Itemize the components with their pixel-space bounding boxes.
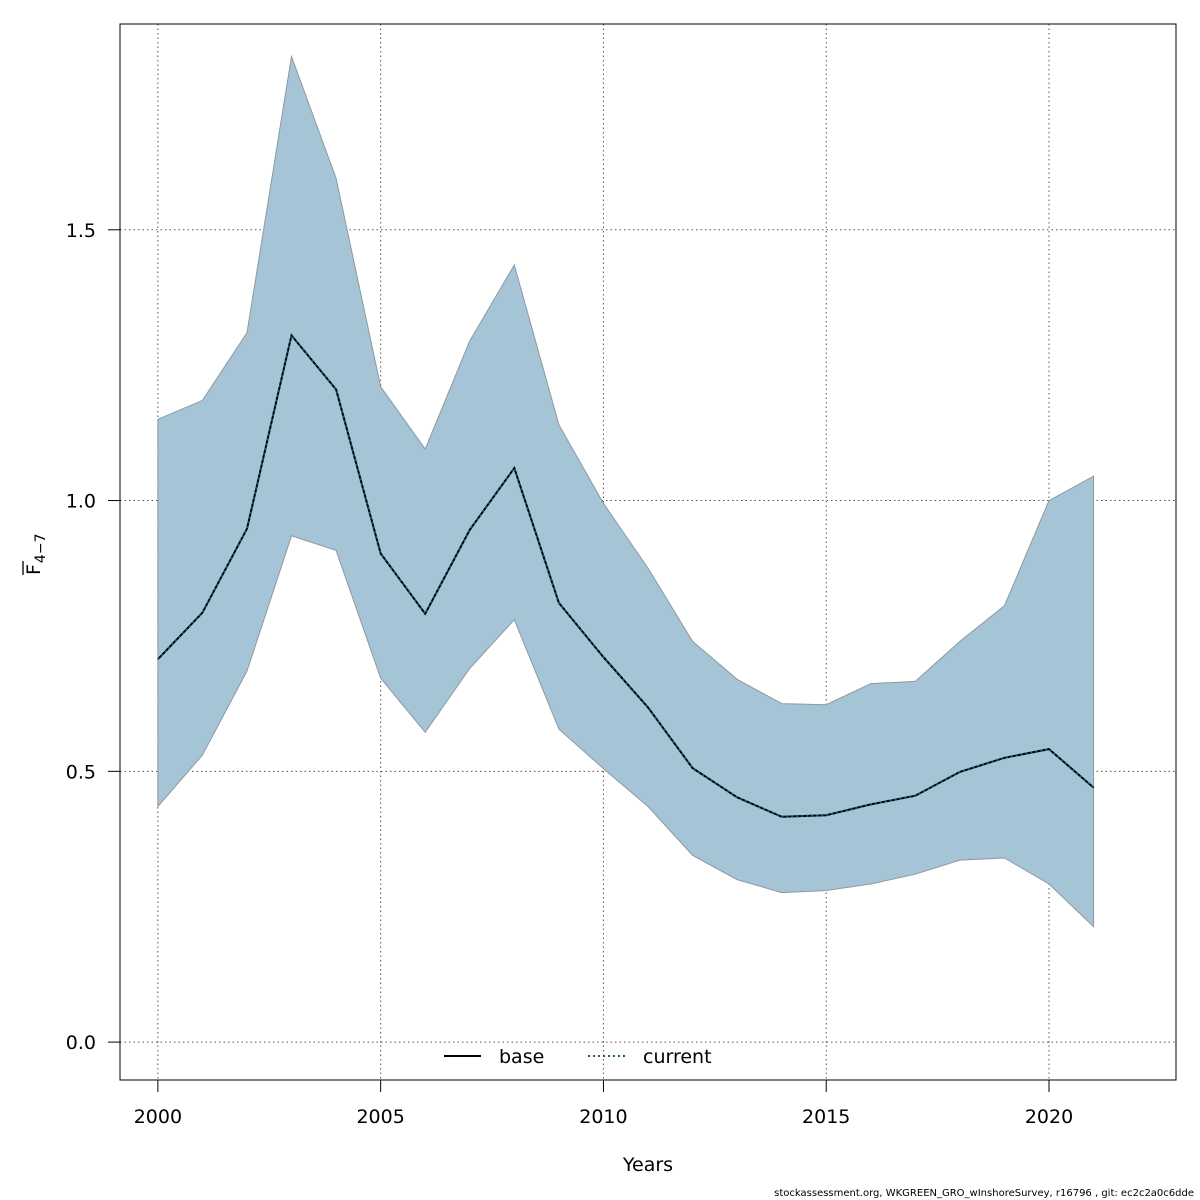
x-tick-label-2010: 2010 [579,1106,627,1128]
y-tick-label-0.0: 0.0 [66,1032,96,1054]
x-axis-label: Years [622,1154,673,1176]
x-tick-label-2015: 2015 [802,1106,850,1128]
x-tick-label-2020: 2020 [1025,1106,1073,1128]
confidence-band [157,54,1095,928]
y-axis-label-symbol: F [23,564,45,575]
y-tick-label-1.5: 1.5 [66,220,96,242]
y-tick-label-0.5: 0.5 [66,761,96,783]
legend: base current [444,1046,712,1068]
y-axis-label-subscript: 4−7 [33,534,49,564]
series-line-current [157,333,1095,818]
x-tick-label-2000: 2000 [134,1106,182,1128]
y-axis: 0.0 0.5 1.0 1.5 [66,220,121,1054]
y-axis-label: F4−7 [22,534,49,575]
footer-credit: stockassessment.org, WKGREEN_GRO_wInshor… [774,1188,1194,1199]
y-tick-label-1.0: 1.0 [66,491,96,513]
x-tick-label-2005: 2005 [356,1106,404,1128]
x-axis: 2000 2005 2010 2015 2020 [134,1079,1073,1128]
series-lines [157,333,1095,818]
legend-label-base: base [499,1046,544,1068]
legend-label-current: current [643,1046,712,1068]
y-axis-label-main: F4−7 [23,534,49,575]
